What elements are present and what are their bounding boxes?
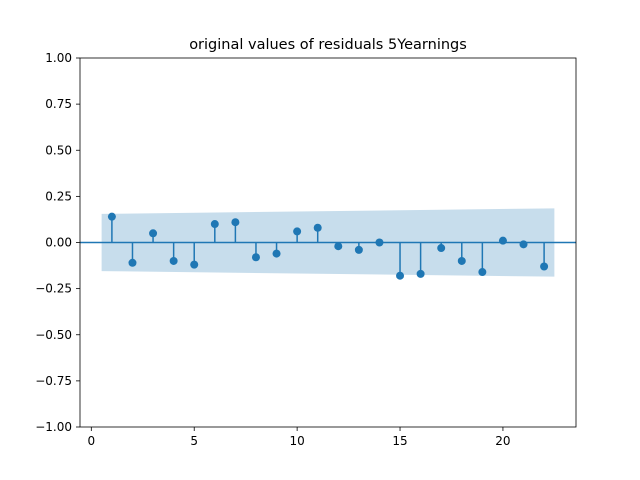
chart-title: original values of residuals 5Yearnings: [189, 37, 467, 53]
y-tick-label: 1.00: [45, 51, 72, 65]
data-point: [540, 262, 549, 271]
data-point: [293, 227, 302, 236]
data-point: [437, 244, 446, 253]
y-tick-label: 0.00: [45, 236, 72, 250]
data-point: [169, 256, 178, 265]
data-point: [231, 218, 240, 227]
data-point: [251, 253, 260, 262]
data-point: [272, 249, 281, 258]
data-point: [396, 271, 405, 280]
data-point: [354, 245, 363, 254]
data-point: [457, 256, 466, 265]
x-tick-label: 15: [392, 434, 407, 448]
data-point: [107, 212, 116, 221]
x-tick-label: 0: [87, 434, 95, 448]
data-point: [478, 268, 487, 277]
x-tick-label: 10: [289, 434, 304, 448]
y-tick-label: −0.50: [35, 328, 72, 342]
y-tick-label: 0.75: [45, 97, 72, 111]
data-point: [210, 220, 219, 229]
x-tick-label: 20: [495, 434, 510, 448]
data-point: [375, 238, 384, 247]
data-point: [128, 258, 137, 267]
data-point: [313, 223, 322, 232]
y-tick-label: −1.00: [35, 420, 72, 434]
y-tick-label: −0.25: [35, 282, 72, 296]
data-point: [190, 260, 199, 269]
y-tick-label: −0.75: [35, 374, 72, 388]
x-tick-label: 5: [190, 434, 198, 448]
y-tick-label: 0.50: [45, 143, 72, 157]
axis-layer: 0 5 10 15 20 1.00 0.75 0.50 0.25 0.00 −0.25 −0.50 −0…: [35, 51, 577, 448]
data-point: [519, 240, 528, 249]
data-point: [498, 236, 507, 245]
y-tick-label: 0.25: [45, 189, 72, 203]
data-point: [416, 269, 425, 278]
data-point: [149, 229, 158, 238]
data-point: [334, 242, 343, 251]
point-layer: [107, 212, 549, 280]
